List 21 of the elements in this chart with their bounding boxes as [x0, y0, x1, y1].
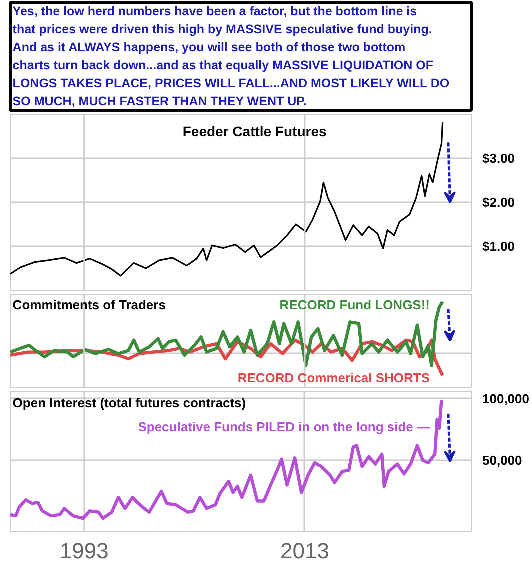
text: And as it ALWAYS happens, you will see both of those two bottom [12, 40, 406, 54]
line-series [10, 121, 444, 277]
x-tick-label: 2013 [280, 538, 330, 562]
text: Feeder Cattle Futures [182, 123, 328, 140]
text: SO MUCH, MUCH FASTER THAN THEY WENT UP. [12, 94, 307, 108]
y-tick-label: 100,000 [482, 391, 530, 406]
chart-title: Commitments of Traders [12, 297, 166, 312]
y-tick-label: $1.00 [482, 239, 516, 254]
line-series [10, 398, 444, 520]
text: that prices were driven this high by MASSIVE speculative fund buying. [12, 22, 432, 36]
series-label: RECORD Fund LONGS!! [280, 297, 430, 312]
text: Yes, the low herd numbers have been a factor, but the bottom line is [12, 4, 418, 18]
y-tick-label: 50,000 [482, 453, 522, 468]
y-tick-label: $2.00 [482, 195, 516, 210]
text: LONGS TAKES PLACE, PRICES WILL FALL...AND MOST LIKELY WILL DO [12, 76, 450, 90]
chart-title: Open Interest (total futures contracts) [12, 396, 246, 411]
series-label: Speculative Funds PILED in on the long side — [138, 420, 430, 434]
x-tick-label: 1993 [60, 538, 109, 562]
text: charts turn back down...and as that equally MASSIVE LIQUIDATION OF [12, 58, 434, 72]
series-label: RECORD Commerical SHORTS [238, 370, 430, 386]
y-tick-label: $3.00 [482, 151, 516, 166]
